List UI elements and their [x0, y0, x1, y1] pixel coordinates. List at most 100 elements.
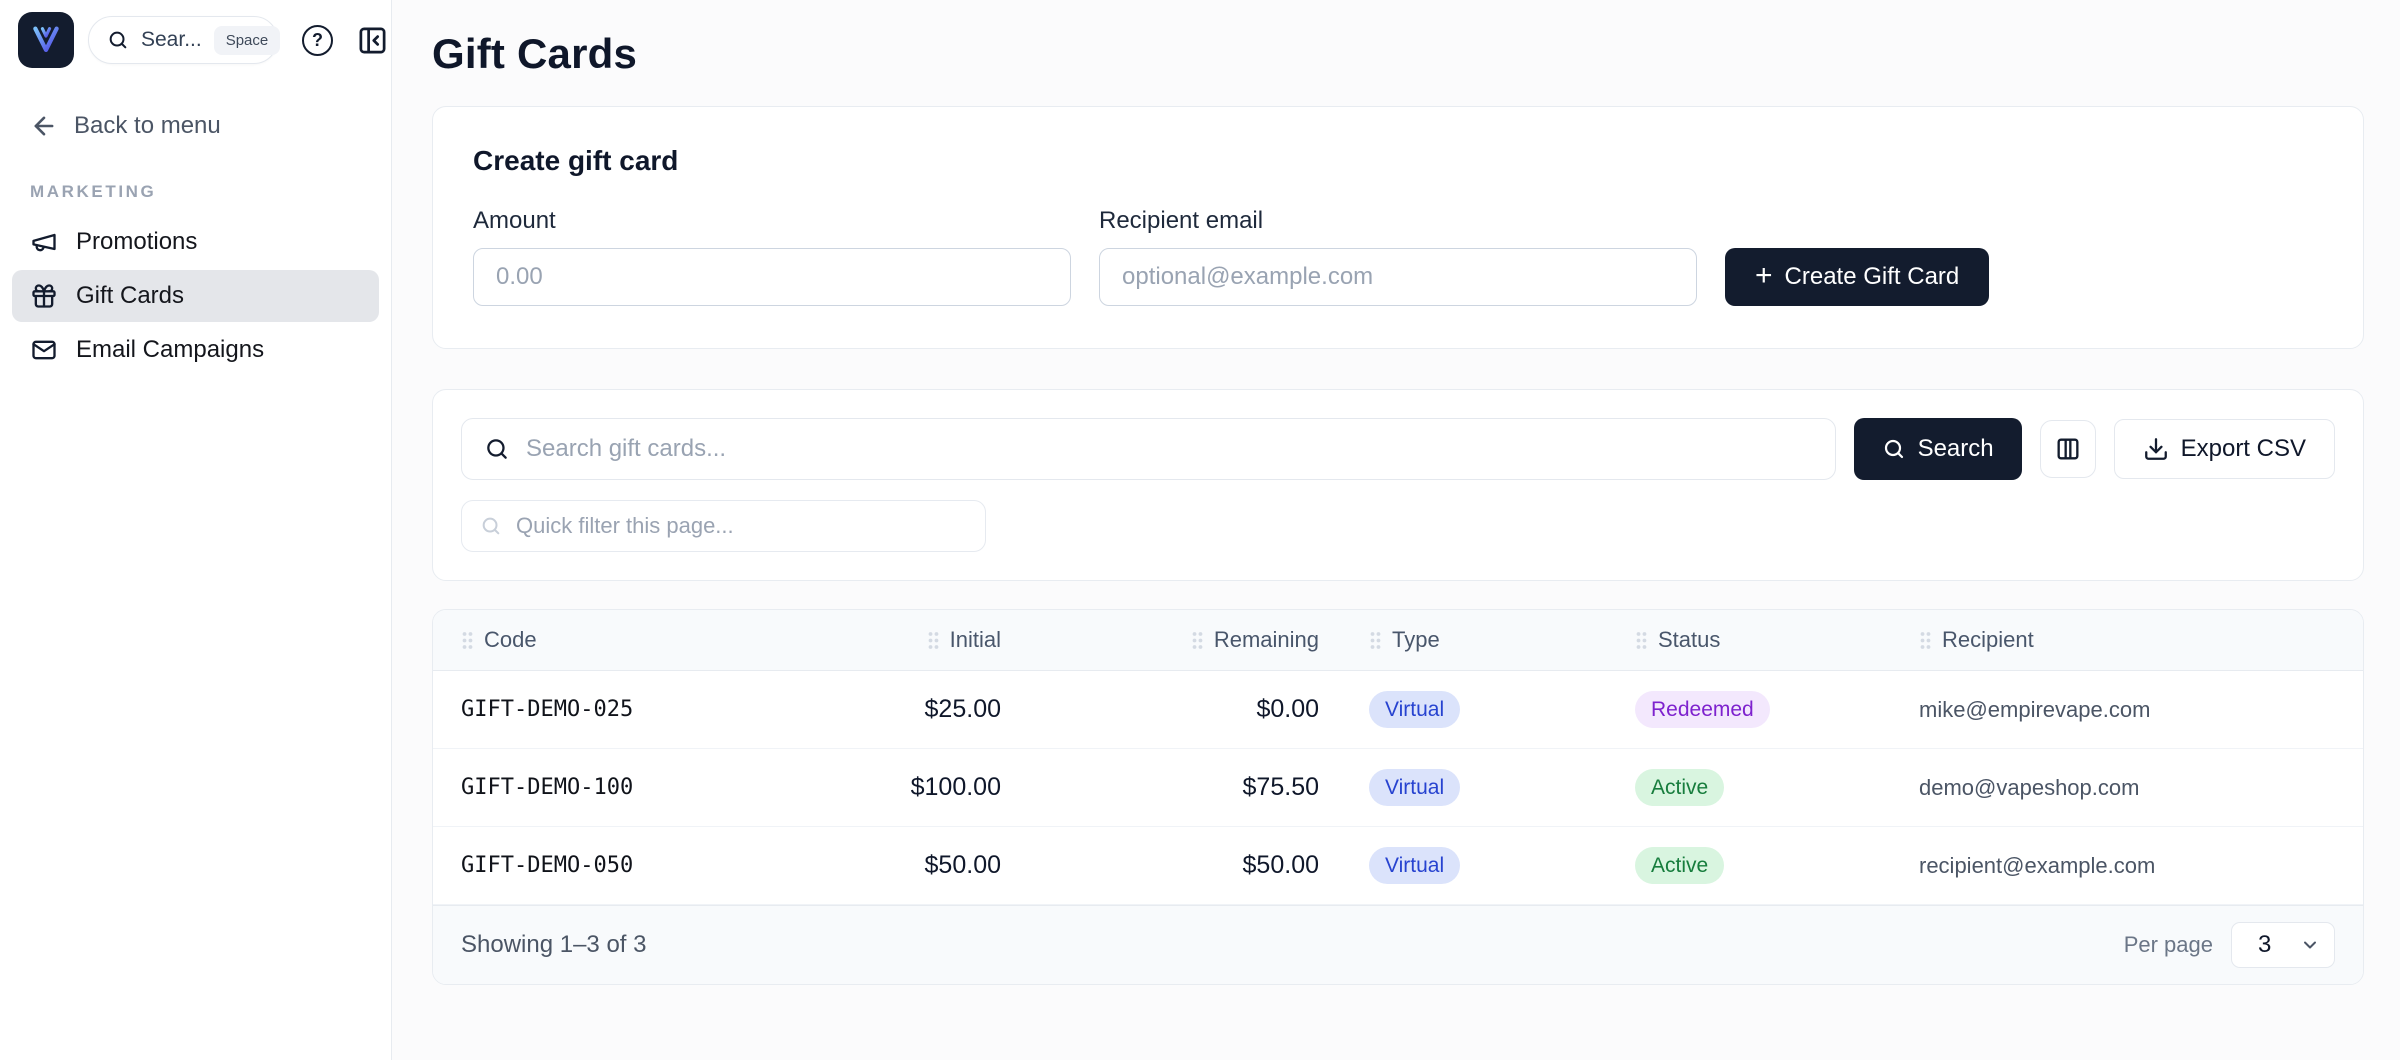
search-icon	[480, 515, 502, 537]
search-kbd-hint: Space	[213, 25, 281, 55]
amount-label: Amount	[473, 207, 556, 234]
search-icon	[484, 436, 510, 462]
cell-code: GIFT-DEMO-100	[461, 775, 634, 800]
search-icon	[107, 29, 129, 51]
collapse-sidebar-button[interactable]	[357, 25, 388, 56]
cell-type: Virtual	[1369, 691, 1635, 728]
app-logo[interactable]	[18, 12, 74, 68]
help-button[interactable]: ?	[302, 24, 333, 56]
download-icon	[2144, 438, 2167, 460]
quick-filter-row	[461, 500, 2335, 552]
column-header-initial[interactable]: Initial	[761, 627, 1001, 653]
amount-field-group: Amount	[473, 207, 1071, 306]
create-gift-card-title: Create gift card	[473, 145, 679, 176]
logo-v-icon	[33, 26, 59, 53]
search-button[interactable]: Search	[1853, 418, 2022, 480]
column-header-status[interactable]: Status	[1635, 627, 1919, 653]
sidebar-section-marketing: MARKETING	[30, 182, 157, 201]
sidebar-nav: Promotions Gift Cards Email Campaigns	[0, 210, 391, 376]
per-page-label: Per page	[2123, 932, 2213, 957]
global-search-text: Sear...	[141, 28, 202, 51]
column-label: Type	[1392, 627, 1440, 652]
cell-code: GIFT-DEMO-025	[461, 697, 634, 722]
status-badge: Redeemed	[1635, 691, 1770, 728]
plus-icon: +	[1755, 258, 1773, 292]
cell-type: Virtual	[1369, 847, 1635, 884]
back-to-menu-label: Back to menu	[74, 112, 221, 139]
cell-recipient: demo@vapeshop.com	[1919, 774, 2140, 800]
export-csv-button[interactable]: Export CSV	[2113, 419, 2335, 479]
table-row[interactable]: GIFT-DEMO-025 $25.00 $0.00 Virtual Redee…	[433, 671, 2363, 749]
recipient-email-input[interactable]	[1099, 248, 1697, 306]
sidebar-item-label: Gift Cards	[76, 282, 185, 309]
quick-filter-input[interactable]	[516, 513, 967, 539]
type-badge: Virtual	[1369, 847, 1461, 884]
arrow-left-icon	[34, 116, 54, 136]
per-page-select[interactable]: 3	[2231, 922, 2335, 968]
sidebar-item-label: Email Campaigns	[76, 336, 265, 363]
quick-filter-box	[461, 500, 986, 552]
column-header-code[interactable]: Code	[461, 627, 761, 653]
status-badge: Active	[1635, 769, 1725, 806]
search-icon	[1884, 439, 1903, 459]
table-row[interactable]: GIFT-DEMO-050 $50.00 $50.00 Virtual Acti…	[433, 827, 2363, 905]
amount-input[interactable]	[473, 248, 1071, 306]
sidebar-topbar: Sear... Space ?	[0, 12, 391, 68]
gift-cards-table: Code Initial Remaining Type	[432, 609, 2364, 985]
type-badge: Virtual	[1369, 769, 1461, 806]
create-gift-card-form: Amount Recipient email + Create Gift Car…	[473, 207, 2323, 306]
megaphone-icon	[30, 228, 58, 256]
column-label: Remaining	[1213, 627, 1319, 652]
type-badge: Virtual	[1369, 691, 1461, 728]
table-row[interactable]: GIFT-DEMO-100 $100.00 $75.50 Virtual Act…	[433, 749, 2363, 827]
toolbar-row: Search Export CSV	[461, 418, 2335, 480]
sidebar-item-email-campaigns[interactable]: Email Campaigns	[12, 324, 379, 376]
cell-remaining: $0.00	[1256, 695, 1319, 723]
gift-card-search-input[interactable]	[526, 435, 1813, 463]
showing-count: Showing 1–3 of 3	[461, 931, 647, 958]
grip-icon	[1920, 631, 1931, 649]
create-gift-card-panel: Create gift card Amount Recipient email …	[432, 106, 2364, 349]
per-page-control: Per page 3	[2124, 922, 2335, 968]
search-button-label: Search	[1917, 435, 1994, 462]
column-header-recipient[interactable]: Recipient	[1919, 627, 2335, 653]
back-to-menu[interactable]: Back to menu	[30, 112, 391, 140]
grip-icon	[1636, 631, 1647, 649]
grip-icon	[1192, 631, 1203, 649]
cell-status: Active	[1635, 847, 1919, 884]
grip-icon	[1370, 631, 1381, 649]
cell-remaining: $50.00	[1242, 851, 1319, 879]
sidebar: Sear... Space ? Back to menu MARKETING P…	[0, 0, 392, 1060]
global-search[interactable]: Sear... Space	[88, 16, 281, 64]
sidebar-item-promotions[interactable]: Promotions	[12, 216, 379, 268]
cell-recipient: mike@empirevape.com	[1919, 696, 2151, 722]
column-header-type[interactable]: Type	[1369, 627, 1635, 653]
gift-icon	[30, 282, 58, 310]
cell-recipient: recipient@example.com	[1919, 852, 2156, 878]
chevron-down-icon	[2304, 941, 2316, 949]
columns-toggle-button[interactable]	[2039, 420, 2096, 478]
cell-initial: $50.00	[924, 851, 1001, 879]
cell-code: GIFT-DEMO-050	[461, 853, 634, 878]
column-label: Code	[484, 627, 537, 652]
gift-card-toolbar-panel: Search Export CSV	[432, 389, 2364, 581]
gift-card-search-box	[461, 418, 1836, 480]
help-icon: ?	[302, 24, 333, 56]
table-footer: Showing 1–3 of 3 Per page 3	[433, 905, 2363, 984]
table-header-row: Code Initial Remaining Type	[433, 610, 2363, 671]
sidebar-item-gift-cards[interactable]: Gift Cards	[12, 270, 379, 322]
columns-icon	[2057, 438, 2079, 460]
column-header-remaining[interactable]: Remaining	[1001, 627, 1369, 653]
column-label: Recipient	[1942, 627, 2034, 652]
cell-status: Redeemed	[1635, 691, 1919, 728]
recipient-email-label: Recipient email	[1099, 207, 1264, 234]
page-title: Gift Cards	[432, 30, 638, 77]
cell-status: Active	[1635, 769, 1919, 806]
sidebar-item-label: Promotions	[76, 228, 198, 255]
create-gift-card-button[interactable]: + Create Gift Card	[1725, 248, 1990, 306]
mail-icon	[30, 336, 58, 364]
grip-icon	[928, 631, 939, 649]
panel-left-close-icon	[359, 27, 386, 53]
per-page-value: 3	[2258, 931, 2272, 958]
export-csv-label: Export CSV	[2180, 435, 2306, 462]
